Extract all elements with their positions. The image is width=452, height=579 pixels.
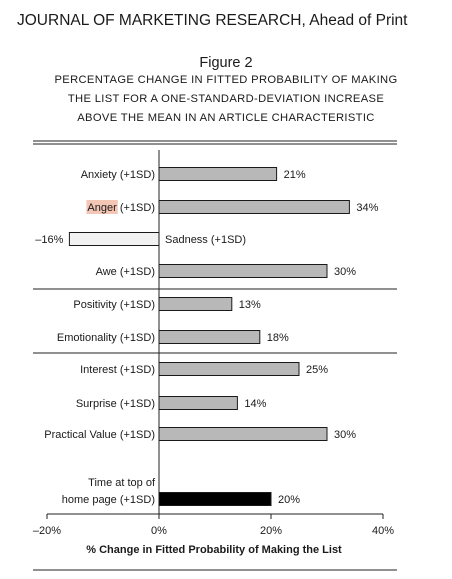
category-label: Time at top of [88, 477, 156, 489]
bar [158, 264, 328, 278]
bar [68, 232, 160, 246]
bar [158, 427, 328, 441]
category-label: Anger (+1SD) [87, 202, 155, 214]
caption-line-1: PERCENTAGE CHANGE IN FITTED PROBABILITY … [54, 74, 398, 86]
value-label: 18% [267, 332, 289, 344]
caption-line-3: ABOVE THE MEAN IN AN ARTICLE CHARACTERIS… [77, 112, 375, 124]
category-label: Practical Value (+1SD) [44, 429, 155, 441]
value-label: 13% [239, 299, 261, 311]
value-label: 20% [278, 494, 300, 506]
bar [158, 492, 272, 506]
bar [158, 362, 300, 376]
figure-label: Figure 2 [199, 55, 253, 71]
category-label: Awe (+1SD) [96, 266, 155, 278]
value-label: –16% [35, 234, 63, 246]
category-label: Sadness (+1SD) [165, 234, 246, 246]
caption-line-2: THE LIST FOR A ONE-STANDARD-DEVIATION IN… [67, 93, 385, 105]
x-tick-label: 0% [151, 525, 167, 537]
bar [158, 297, 233, 311]
category-label: Surprise (+1SD) [76, 398, 155, 410]
bar [158, 396, 238, 410]
category-label: home page (+1SD) [62, 494, 155, 506]
x-tick-label: 20% [260, 525, 282, 537]
value-label: 14% [244, 398, 266, 410]
category-label: Emotionality (+1SD) [57, 332, 155, 344]
x-tick-label: –20% [33, 525, 61, 537]
value-label: 30% [334, 429, 356, 441]
value-label: 25% [306, 364, 328, 376]
x-tick-label: 40% [372, 525, 394, 537]
category-label: Positivity (+1SD) [73, 299, 155, 311]
value-label: 34% [356, 202, 378, 214]
bar [158, 200, 350, 214]
category-label: Interest (+1SD) [80, 364, 155, 376]
category-label: Anxiety (+1SD) [81, 169, 155, 181]
bar [158, 330, 261, 344]
highlight-marker [86, 200, 118, 214]
value-label: 30% [334, 266, 356, 278]
journal-header: JOURNAL OF MARKETING RESEARCH, Ahead of … [17, 12, 408, 29]
bar [158, 167, 278, 181]
value-label: 21% [284, 169, 306, 181]
x-axis-title: % Change in Fitted Probability of Making… [86, 544, 342, 556]
